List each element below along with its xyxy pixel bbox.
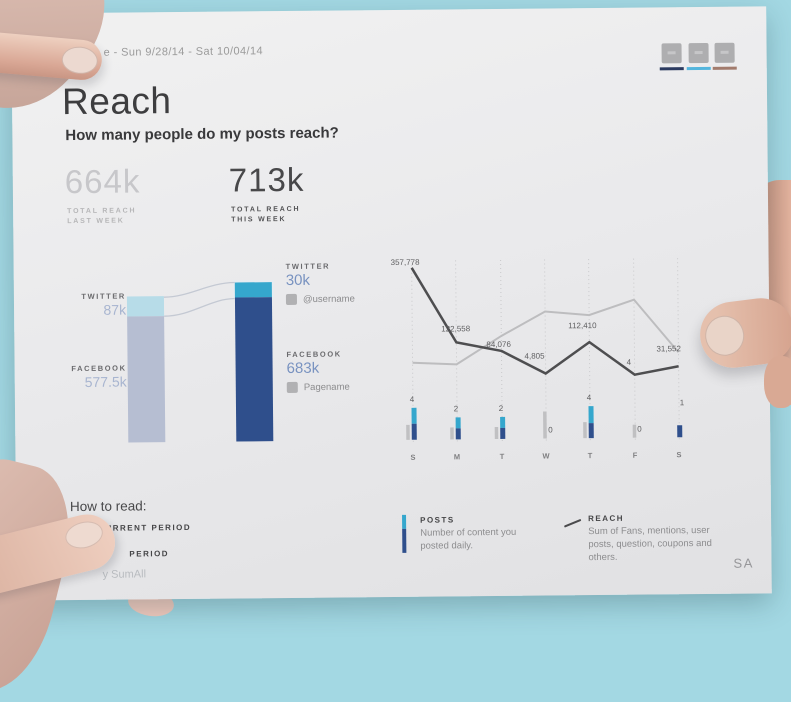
reach-point-label: 31,552	[656, 344, 681, 354]
posts-count-label: 4	[586, 393, 592, 403]
reach-legend-desc: Sum of Fans, mentions, user posts, quest…	[588, 524, 712, 564]
stat-last-week-label2: LAST WEEK	[67, 217, 125, 226]
posts-legend-icon	[402, 514, 407, 553]
account-underline-blue	[686, 66, 711, 71]
posts-bars-previous	[406, 411, 637, 440]
right-hand-lower	[764, 356, 791, 408]
day-axis-label: W	[542, 451, 551, 461]
account-underline-brown	[712, 66, 737, 70]
sumall-logo: SA	[733, 555, 754, 571]
lastweek-facebook-label: FACEBOOK	[71, 363, 127, 374]
reach-point-label: 4	[626, 357, 632, 367]
stat-this-week-value: 713k	[228, 160, 305, 199]
page-title: Reach	[61, 80, 172, 123]
bar-thisweek-facebook	[234, 297, 274, 442]
bar-thisweek-twitter	[234, 282, 272, 298]
stat-this-week-label1: TOTAL REACH	[231, 205, 301, 214]
how-to-read-heading: How to read:	[69, 498, 147, 515]
posts-count-label: 0	[637, 424, 642, 434]
thisweek-twitter-value: 30k	[285, 271, 311, 290]
account-icon	[661, 43, 682, 64]
twitter-avatar-icon	[285, 294, 298, 306]
reach-point-label: 357,778	[390, 257, 420, 268]
account-icon	[714, 42, 735, 63]
thisweek-twitter-label: TWITTER	[285, 261, 331, 272]
day-axis-label: S	[676, 450, 683, 460]
bar-connector-lines	[163, 281, 235, 317]
date-range: e - Sun 9/28/14 - Sat 10/04/14	[103, 45, 264, 59]
bottom-left-thumbnail	[62, 517, 106, 552]
posts-count-label: 2	[498, 403, 504, 413]
day-axis-label: M	[453, 452, 462, 462]
day-axis-label: S	[410, 452, 417, 462]
bar-lastweek-twitter	[126, 296, 165, 317]
facebook-avatar-icon	[286, 382, 298, 394]
report-sheet: e - Sun 9/28/14 - Sat 10/04/14 Reach How…	[11, 6, 772, 601]
posts-count-label: 2	[453, 404, 459, 414]
day-axis-label: T	[587, 451, 594, 461]
chart-canvas	[406, 258, 683, 445]
posts-count-label: 1	[679, 398, 685, 408]
stat-last-week-value: 664k	[64, 162, 141, 201]
reach-point-label: 84,076	[486, 339, 511, 350]
posts-count-label: 0	[548, 425, 553, 435]
posts-legend-title: POSTS	[420, 515, 455, 525]
lastweek-facebook-value: 577.5k	[84, 373, 127, 390]
account-icon	[688, 42, 709, 64]
page-subtitle: How many people do my posts reach?	[65, 124, 339, 145]
reach-point-label: 112,410	[568, 321, 597, 331]
posts-count-label: 4	[409, 394, 415, 404]
powered-by-partial: y SumAll	[102, 568, 147, 581]
previous-period-label-partial: PERIOD	[129, 549, 170, 559]
reach-posts-chart: 357,778 122,558 84,076 4,805 112,410 4 3…	[389, 254, 701, 472]
day-axis-label: T	[499, 451, 506, 461]
facebook-account-name: Pagename	[303, 381, 350, 394]
lastweek-twitter-value: 87k	[103, 301, 127, 318]
reach-legend-icon	[564, 519, 582, 528]
top-left-thumbnail	[60, 45, 99, 76]
lastweek-twitter-label: TWITTER	[81, 291, 126, 301]
day-axis-label: F	[632, 450, 639, 460]
bar-lastweek-facebook	[127, 316, 166, 443]
twitter-account-row: @username	[285, 290, 355, 309]
twitter-account-name: @username	[302, 293, 355, 306]
account-underline-navy	[659, 67, 684, 71]
posts-legend-desc: Number of content you posted daily.	[420, 526, 517, 552]
reach-point-label: 4,805	[524, 351, 545, 361]
reach-point-label: 122,558	[441, 324, 471, 334]
thisweek-facebook-value: 683k	[286, 359, 320, 378]
reach-legend-title: REACH	[588, 513, 625, 524]
thisweek-facebook-label: FACEBOOK	[286, 349, 342, 360]
right-thumbnail	[702, 313, 747, 358]
facebook-account-row: Pagename	[286, 378, 350, 397]
reach-line-current	[410, 267, 679, 376]
stat-this-week-label2: THIS WEEK	[231, 216, 287, 224]
stat-last-week-label1: TOTAL REACH	[67, 207, 137, 216]
posts-bars-current-twitter	[411, 406, 594, 429]
posts-bars-current-facebook	[411, 423, 683, 440]
reach-line-previous	[412, 298, 680, 366]
